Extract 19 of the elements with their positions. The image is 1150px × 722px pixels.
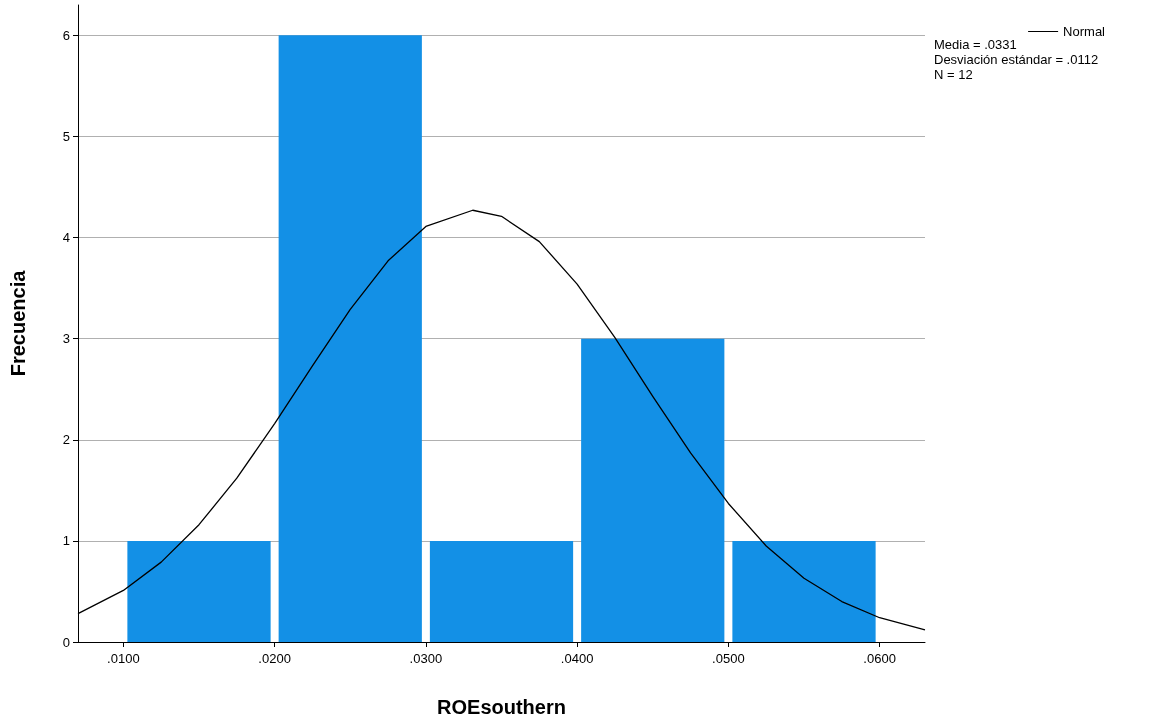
x-tick-label: .0500 bbox=[712, 651, 745, 666]
text: Media = .0331 bbox=[934, 37, 1017, 52]
legend-label: Normal bbox=[1063, 24, 1106, 39]
y-tick-label: 4 bbox=[62, 230, 70, 246]
text: Desviación estándar = .0112 bbox=[934, 52, 1099, 67]
x-tick-label: .0600 bbox=[863, 651, 896, 666]
x-tick-label: .0200 bbox=[258, 651, 291, 666]
x-tick-label: .0100 bbox=[107, 651, 140, 666]
y-axis-title: Frecuencia bbox=[7, 269, 29, 377]
y-tick-label: 1 bbox=[62, 533, 70, 549]
y-tick-label: 0 bbox=[62, 634, 70, 650]
x-tick-label: .0300 bbox=[409, 651, 443, 666]
y-tick-label: 6 bbox=[62, 27, 70, 43]
x-tick-label: .0400 bbox=[560, 651, 594, 666]
y-tick-label: 5 bbox=[62, 128, 70, 144]
y-tick-label: 3 bbox=[62, 331, 70, 347]
x-axis-title: ROEsouthern bbox=[437, 696, 566, 718]
y-tick-label: 2 bbox=[62, 432, 70, 448]
text: N = 12 bbox=[934, 67, 973, 82]
